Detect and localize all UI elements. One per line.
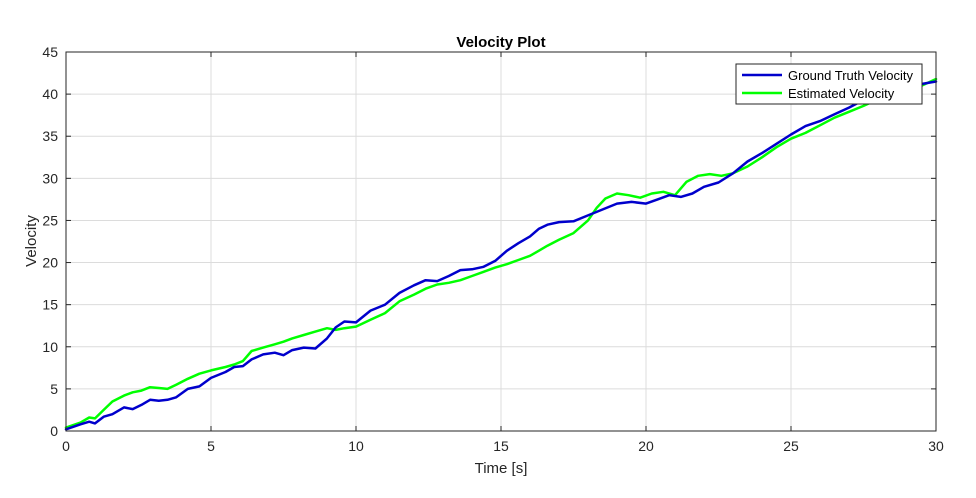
y-tick-label: 40	[42, 86, 58, 102]
x-tick-label: 10	[348, 438, 364, 454]
y-tick-label: 25	[42, 212, 58, 228]
y-axis-label: Velocity	[23, 215, 40, 267]
x-tick-label: 15	[493, 438, 509, 454]
y-tick-label: 35	[42, 128, 58, 144]
series-layer	[64, 77, 938, 431]
y-tick-label: 30	[42, 170, 58, 186]
x-tick-label: 30	[928, 438, 944, 454]
legend: Ground Truth Velocity Estimated Velocity	[735, 63, 923, 105]
legend-label-ground-truth: Ground Truth Velocity	[788, 68, 914, 83]
series-line-estimated	[64, 77, 938, 429]
y-tick-label: 15	[42, 297, 58, 313]
chart-title: Velocity Plot	[456, 34, 545, 51]
x-tick-label: 5	[207, 438, 215, 454]
y-tick-label: 10	[42, 339, 58, 355]
y-tick-label: 20	[42, 255, 58, 271]
x-tick-label: 0	[62, 438, 70, 454]
y-tick-label: 0	[50, 423, 58, 439]
x-axis-label: Time [s]	[475, 460, 528, 477]
legend-box	[735, 63, 923, 105]
x-tick-label: 20	[638, 438, 654, 454]
series-line-ground-truth	[64, 80, 938, 431]
y-tick-label: 45	[42, 44, 58, 60]
y-tick-label: 5	[50, 381, 58, 397]
axis-ticks: 0 5 10 15 20 25 30 0 5 10 15 20 25 30 35 40 45	[42, 44, 944, 454]
legend-label-estimated: Estimated Velocity	[788, 86, 895, 101]
x-tick-label: 25	[783, 438, 799, 454]
